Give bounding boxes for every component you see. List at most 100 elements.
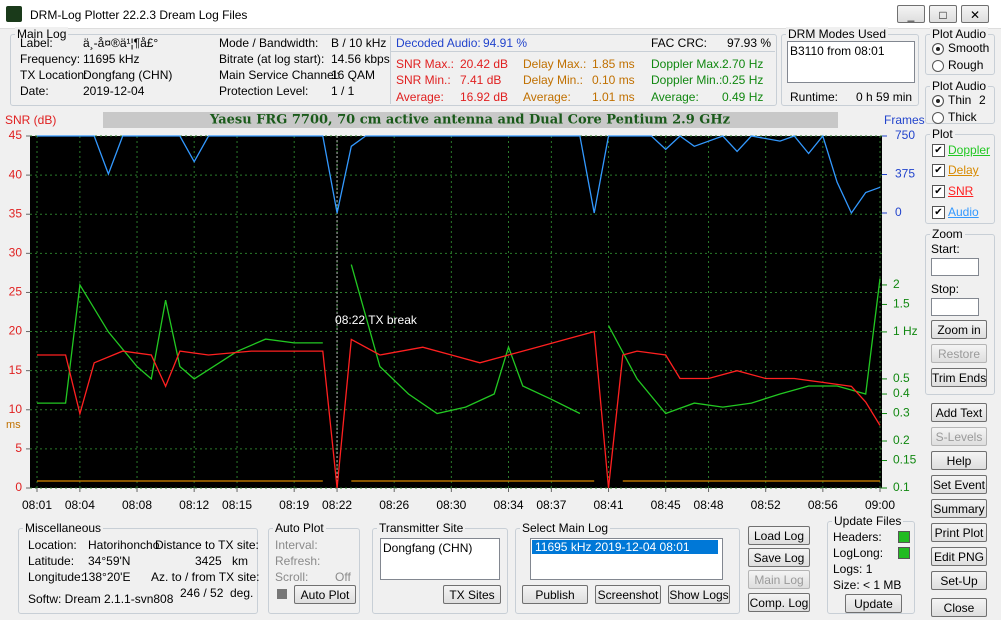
radio-button[interactable] [932,95,944,107]
button[interactable]: Help [931,451,987,470]
button[interactable]: Auto Plot [294,585,356,604]
y3-tick-label: 375 [895,167,915,181]
button[interactable]: Trim Ends [931,368,987,387]
field-label: Frequency: [20,52,81,66]
button[interactable]: Set Event [931,475,987,494]
title-band [103,112,838,128]
runtime-value: 0 h 59 min [856,90,913,104]
field-label: Protection Level: [219,84,309,98]
radio-button[interactable] [932,60,944,72]
field-label: TX Location: [20,68,88,82]
checkbox[interactable]: ✔ [932,185,945,198]
group-title: Main Log [15,27,69,41]
field-label: Bitrate (at log start): [219,52,325,66]
button[interactable]: Summary [931,499,987,518]
field-value: B / 10 kHz [331,36,387,50]
misc-label: Az. to / from TX site: [151,570,260,584]
x-tick-label: 08:37 [536,498,566,512]
button[interactable]: Load Log [748,526,810,545]
button[interactable]: Screenshot [595,585,661,604]
tx-list [380,538,500,580]
maximize-button[interactable]: □ [929,5,957,23]
log-item[interactable]: 11695 kHz 2019-12-04 08:01 [532,540,718,554]
zoom-stop-input[interactable] [931,298,979,316]
y-tick-label: 45 [9,128,23,142]
misc-unit: km [232,554,248,568]
y-tick-label: 40 [9,167,23,181]
app-icon [6,6,22,22]
radio-button[interactable] [932,43,944,55]
field-label: Mode / Bandwidth: [219,36,319,50]
field-value: ä¸-å¤®ä¹¦¶å£° [83,36,159,50]
update-label: Headers: [833,530,882,544]
y2-tick-label: 1.5 [893,297,910,311]
auto-value: Off [335,570,351,584]
button[interactable]: Save Log [748,548,810,567]
misc-label: Longitude: [28,570,85,584]
misc-value: 3425 [195,554,222,568]
x-tick-label: 08:22 [322,498,352,512]
zoom-stop-label: Stop: [931,282,960,296]
group-box [515,528,740,614]
radio-label: Rough [948,58,984,72]
series-line [37,264,881,415]
minimize-button[interactable]: _ [897,5,925,23]
misc-label: Location: [28,538,77,552]
y-tick-label: 0 [15,480,22,494]
field-label: Label: [20,36,53,50]
y-tick-label: 30 [9,246,23,260]
checkbox[interactable]: ✔ [932,144,945,157]
delay-value: 1.85 ms [592,57,635,71]
button[interactable]: Publish [522,585,588,604]
button[interactable]: Add Text [931,403,987,422]
group-title: Update Files [832,514,904,528]
doppler-value: 0.25 Hz [722,73,764,87]
tx-item[interactable]: Dongfang (CHN) [383,541,473,555]
button[interactable]: TX Sites [443,585,501,604]
radio-button[interactable] [932,112,944,124]
button[interactable]: Zoom in [931,320,987,339]
button[interactable]: Update [845,594,902,613]
misc-label: Latitude: [28,554,75,568]
group-title: Miscellaneous [23,521,104,535]
chart-title: Yaesu FRG 7700, 70 cm active antenna and… [209,113,730,128]
x-tick-label: 08:12 [179,498,209,512]
y3-tick-label: 0 [895,205,902,219]
misc-unit: deg. [230,586,254,600]
snr-label: SNR Max.: [396,57,455,71]
button[interactable]: Edit PNG [931,547,987,566]
status-led [898,531,910,543]
separator [391,51,775,52]
button[interactable]: Show Logs [668,585,730,604]
snr-value: 20.42 dB [460,57,509,71]
status-led [898,547,910,559]
delay-label: Delay Max.: [523,57,587,71]
group-title: Plot Audio [930,79,989,93]
series-line [37,134,881,215]
modes-item: B3110 from 08:01 [790,44,885,58]
window-title: DRM-Log Plotter 22.2.3 Dream Log Files [30,8,248,22]
update-label: Logs: 1 [833,562,873,576]
series-line [37,330,881,489]
y3-axis-label: Frames [884,113,925,127]
checkbox[interactable]: ✔ [932,206,945,219]
button[interactable]: Set-Up [931,571,987,590]
delay-value: 1.01 ms [592,90,635,104]
close-window-button[interactable]: ✕ [961,5,989,23]
snr-label: Average: [396,90,444,104]
group-title: Transmitter Site [377,521,466,535]
button: S-Levels [931,427,987,446]
checkbox[interactable]: ✔ [932,164,945,177]
field-value: 1 / 1 [331,84,355,98]
zoom-start-input[interactable] [931,258,979,276]
button[interactable]: Close [931,598,987,617]
button: Main Log [748,570,810,589]
y-axis-label-2: ms [6,419,21,431]
y2-tick-label: 0.4 [893,386,910,400]
series-toggle: SNR [948,184,974,198]
misc-value: Hatorihoncho [88,538,160,552]
delay-label: Average: [523,90,571,104]
x-tick-label: 08:19 [279,498,309,512]
button[interactable]: Comp. Log [748,593,810,612]
button[interactable]: Print Plot [931,523,987,542]
